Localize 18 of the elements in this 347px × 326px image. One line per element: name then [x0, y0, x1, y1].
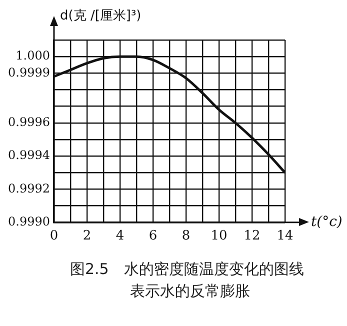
y-axis-title: d(克 /[厘米]³) — [60, 8, 142, 24]
x-tick-label: 14 — [276, 228, 294, 244]
text: 表示水的反常膨胀 — [129, 281, 251, 302]
x-tick-label: 0 — [50, 228, 58, 244]
caption: 图2.5 水的密度随温度变化的图线 — [70, 259, 304, 280]
x-tick-label: 4 — [116, 228, 124, 244]
x-tick-label: 10 — [210, 228, 228, 244]
x-tick-label: 6 — [148, 228, 158, 244]
y-tick-label: 0.9996 — [8, 115, 50, 130]
x-axis-title: t(°c) — [311, 214, 342, 230]
y-tick-label: 1.000 — [16, 48, 50, 63]
x-tick-label: 12 — [244, 228, 260, 244]
y-tick-label: 0.9992 — [8, 181, 50, 196]
y-tick-label: 0.9999 — [8, 65, 50, 80]
x-tick-label: 8 — [182, 228, 190, 244]
y-tick-label: 0.9990 — [8, 214, 50, 229]
y-tick-label: 0.9994 — [8, 148, 50, 162]
x-tick-label: 2 — [82, 228, 92, 244]
